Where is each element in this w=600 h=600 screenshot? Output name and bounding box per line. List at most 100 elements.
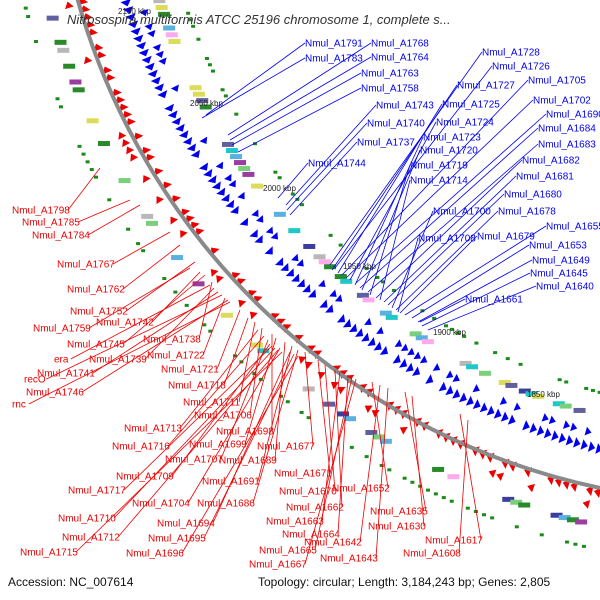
gene-label[interactable]: Nmul_A1737 (357, 138, 415, 149)
gene-label[interactable]: Nmul_A1671 (274, 469, 332, 480)
gene-label[interactable]: Nmul_A1713 (124, 424, 182, 435)
gene-label[interactable]: Nmul_A1652 (332, 484, 390, 495)
gene-label[interactable]: Nmul_A1705 (528, 76, 586, 87)
gene-label[interactable]: Nmul_A1640 (536, 282, 594, 293)
feature-block (558, 515, 571, 521)
gene-label[interactable]: Nmul_A1758 (361, 84, 419, 95)
gene-label[interactable]: Nmul_A1763 (361, 69, 419, 80)
gene-label[interactable]: Nmul_A1709 (116, 472, 174, 483)
gene-label[interactable]: Nmul_A1608 (403, 549, 461, 560)
gene-label[interactable]: Nmul_A1711 (183, 398, 241, 409)
gene-label[interactable]: Nmul_A1727 (457, 81, 515, 92)
gene-label[interactable]: Nmul_A1785 (22, 218, 80, 229)
gene-label[interactable]: Nmul_A1724 (436, 118, 494, 129)
gene-label[interactable]: Nmul_A1725 (442, 100, 500, 111)
gene-label[interactable]: Nmul_A1720 (420, 146, 478, 157)
gene-label[interactable]: Nmul_A1694 (157, 519, 215, 530)
gene-label[interactable]: Nmul_A1677 (257, 442, 315, 453)
gene-label[interactable]: Nmul_A1798 (12, 206, 70, 217)
gene-label[interactable]: Nmul_A1682 (522, 156, 580, 167)
gene-label[interactable]: Nmul_A1739 (89, 355, 147, 366)
gene-label[interactable]: Nmul_A1715 (20, 548, 78, 559)
gene-label[interactable]: Nmul_A1746 (26, 388, 84, 399)
gene-label[interactable]: Nmul_A1738 (143, 335, 201, 346)
gene-label[interactable]: Nmul_A1722 (147, 351, 205, 362)
gene-label[interactable]: Nmul_A1728 (482, 48, 540, 59)
gene-label[interactable]: Nmul_A1708 (418, 234, 476, 245)
gene-label[interactable]: Nmul_A1759 (33, 324, 91, 335)
gene-label[interactable]: Nmul_A1752 (70, 307, 128, 318)
gene-label[interactable]: Nmul_A1723 (423, 133, 481, 144)
gene-label[interactable]: Nmul_A1784 (32, 231, 90, 242)
gene-label[interactable]: Nmul_A1721 (161, 365, 219, 376)
gene-label[interactable]: Nmul_A1791 (305, 39, 363, 50)
gene-label[interactable]: Nmul_A1743 (376, 101, 434, 112)
gene-labels[interactable]: Nmul_A1791 Nmul_A1768 Nmul_A1783 Nmul_A1764… (12, 39, 600, 571)
gene-label[interactable]: Nmul_A1655 (546, 222, 600, 233)
gene-label[interactable]: Nmul_A1767 (57, 260, 115, 271)
gene-label[interactable]: Nmul_A1700 (433, 207, 491, 218)
gene-label[interactable]: Nmul_A1684 (538, 124, 596, 135)
gene-label[interactable]: Nmul_A1664 (282, 530, 340, 541)
feature-block (234, 160, 247, 166)
gene-label[interactable]: Nmul_A1717 (68, 486, 126, 497)
gene-label[interactable]: Nmul_A1649 (532, 256, 590, 267)
gene-label[interactable]: Nmul_A1699 (189, 440, 247, 451)
gene-label[interactable]: Nmul_A1744 (308, 159, 366, 170)
gene-label[interactable]: Nmul_A1681 (516, 172, 574, 183)
green-marker (481, 513, 486, 517)
gene-label[interactable]: Nmul_A1663 (266, 517, 324, 528)
forward-gene-arrow (407, 347, 415, 356)
gene-label[interactable]: Nmul_A1716 (112, 442, 170, 453)
gene-label[interactable]: Nmul_A1645 (530, 269, 588, 280)
gene-label[interactable]: Nmul_A1679 (477, 232, 535, 243)
gene-label[interactable]: Nmul_A1635 (370, 507, 428, 518)
gene-label[interactable]: Nmul_A1665 (259, 546, 317, 557)
gene-label[interactable]: Nmul_A1783 (305, 54, 363, 65)
gene-label[interactable]: Nmul_A1718 (168, 381, 226, 392)
gene-label[interactable]: Nmul_A1683 (538, 140, 596, 151)
gene-label[interactable]: Nmul_A1742 (96, 318, 154, 329)
gene-label[interactable]: Nmul_A1745 (67, 340, 125, 351)
gene-label[interactable]: rnc (12, 400, 26, 411)
gene-label[interactable]: Nmul_A1653 (529, 241, 587, 252)
gene-label[interactable]: Nmul_A1768 (371, 39, 429, 50)
gene-label[interactable]: Nmul_A1706 (194, 411, 252, 422)
gene-label[interactable]: Nmul_A1691 (202, 477, 260, 488)
gene-label[interactable]: recO (24, 375, 46, 386)
gene-label[interactable]: Nmul_A1702 (533, 96, 591, 107)
gene-label[interactable]: Nmul_A1707 (165, 455, 223, 466)
gene-label[interactable]: Nmul_A1630 (368, 522, 426, 533)
gene-label[interactable]: Nmul_A1696 (126, 549, 184, 560)
leader-line (387, 193, 505, 306)
gene-label[interactable]: Nmul_A1714 (410, 176, 468, 187)
gene-label[interactable]: Nmul_A1686 (197, 499, 255, 510)
gene-label[interactable]: Nmul_A1695 (148, 534, 206, 545)
gene-label[interactable]: Nmul_A1643 (320, 554, 378, 565)
gene-label[interactable]: Nmul_A1764 (371, 53, 429, 64)
gene-label[interactable]: Nmul_A1712 (62, 533, 120, 544)
gene-label[interactable]: Nmul_A1670 (279, 487, 337, 498)
gene-label[interactable]: Nmul_A1689 (219, 456, 277, 467)
gene-label[interactable]: Nmul_A1726 (492, 62, 550, 73)
gene-label[interactable]: Nmul_A1662 (286, 503, 344, 514)
gene-label[interactable]: Nmul_A1690 (546, 110, 600, 121)
gene-label[interactable]: Nmul_A1741 (37, 369, 95, 380)
gene-label[interactable]: Nmul_A1667 (249, 560, 307, 571)
gene-label[interactable]: Nmul_A1704 (132, 499, 190, 510)
green-marker (420, 309, 425, 313)
gene-label[interactable]: Nmul_A1661 (465, 295, 523, 306)
gene-label[interactable]: Nmul_A1710 (58, 514, 116, 525)
gene-label[interactable]: Nmul_A1719 (410, 161, 468, 172)
gene-label[interactable]: Nmul_A1740 (367, 119, 425, 130)
gene-label[interactable]: era (54, 355, 69, 366)
gene-label[interactable]: Nmul_A1678 (498, 207, 556, 218)
gene-label[interactable]: Nmul_A1680 (504, 190, 562, 201)
gene-label[interactable]: Nmul_A1762 (67, 285, 125, 296)
gene-label[interactable]: Nmul_A1617 (425, 536, 483, 547)
gene-label[interactable]: Nmul_A1642 (304, 538, 362, 549)
forward-gene-arrow (135, 41, 147, 50)
gene-label[interactable]: Nmul_A1698 (216, 427, 274, 438)
feature-block (273, 211, 286, 217)
